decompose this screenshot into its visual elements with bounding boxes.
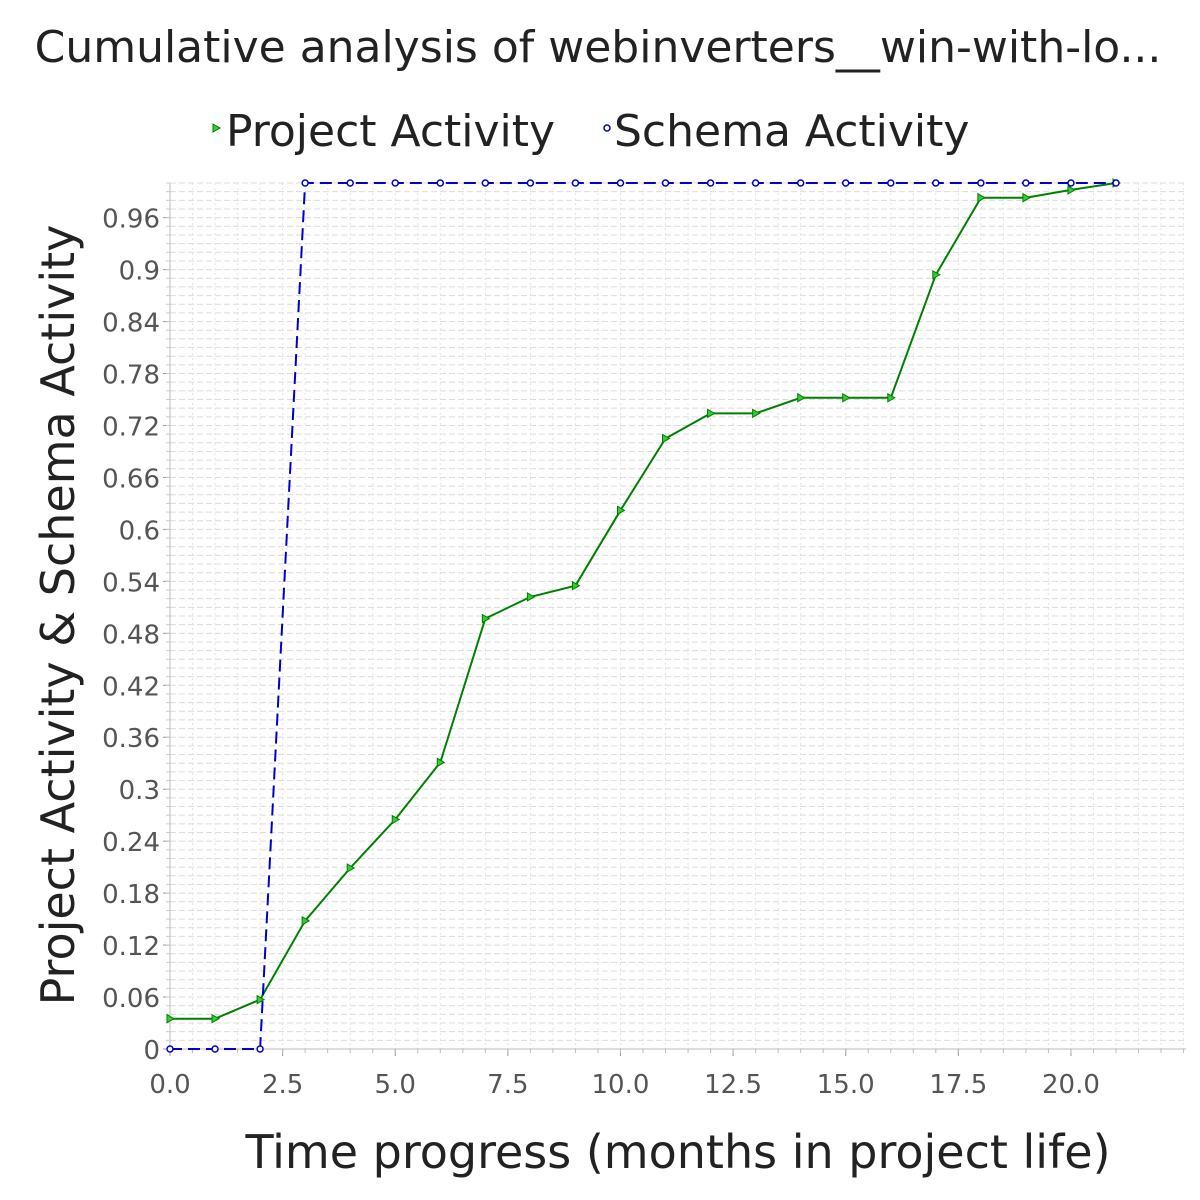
series-line [170, 182, 1117, 1020]
data-point [1067, 179, 1075, 187]
data-point [616, 179, 625, 187]
y-tick-label: 0.72 [102, 412, 160, 442]
data-point [166, 1045, 174, 1053]
legend: Project Activity Schema Activity [212, 106, 969, 157]
data-point [662, 433, 671, 444]
y-tick-label: 0.78 [102, 361, 160, 391]
data-point [436, 757, 446, 768]
data-point [211, 1013, 221, 1024]
data-point [256, 1045, 264, 1053]
legend-marker-schema-activity [603, 124, 611, 132]
y-tick-label: 0.96 [102, 205, 160, 235]
x-tick-label: 2.5 [262, 1070, 303, 1100]
x-tick-label: 0.0 [149, 1070, 190, 1100]
data-point [1022, 192, 1031, 203]
x-tick-label: 15.0 [817, 1070, 875, 1100]
data-point [526, 592, 536, 602]
data-point [256, 994, 266, 1005]
data-point [616, 505, 626, 516]
data-point [481, 613, 491, 624]
x-tick-label: 12.5 [704, 1070, 762, 1100]
data-point [977, 179, 985, 187]
legend-label-project-activity: Project Activity [226, 106, 555, 157]
x-axis-label: Time progress (months in project life) [244, 1125, 1110, 1179]
data-point [346, 863, 356, 873]
series-project-activity [166, 178, 1122, 1024]
y-tick-label: 0 [143, 1036, 160, 1066]
legend-marker-project-activity [212, 123, 222, 133]
data-point [841, 179, 850, 187]
y-tick-label: 0.9 [119, 257, 160, 287]
data-point [571, 580, 581, 591]
x-tick-label: 7.5 [487, 1070, 528, 1100]
y-ticks: 0 0.06 0.12 0.18 0.24 0.3 0.36 0.42 0.48 0.54 0.6 0… [102, 182, 170, 1066]
y-tick-label: 0.48 [102, 620, 160, 650]
y-tick-label: 0.06 [102, 984, 160, 1014]
data-point [751, 179, 760, 187]
data-point [797, 392, 806, 403]
x-tick-label: 20.0 [1042, 1070, 1100, 1100]
data-point [481, 179, 490, 187]
data-point [301, 915, 311, 926]
series-line [170, 182, 1116, 1050]
data-point [346, 179, 354, 187]
y-axis-label: Project Activity & Schema Activity [31, 225, 85, 1006]
y-tick-label: 0.12 [102, 932, 160, 962]
data-point [887, 392, 896, 403]
data-point [391, 179, 399, 187]
data-point [887, 179, 895, 187]
data-point [1022, 179, 1030, 187]
chart-title: Cumulative analysis of webinverters__win… [35, 22, 1162, 73]
data-point [707, 408, 716, 419]
data-point [842, 392, 851, 403]
data-point [391, 814, 401, 825]
data-point [436, 179, 445, 187]
series-schema-activity [166, 179, 1120, 1053]
data-point [752, 408, 761, 419]
y-tick-label: 0.18 [102, 880, 160, 910]
y-tick-label: 0.3 [119, 776, 160, 806]
data-point [932, 179, 940, 187]
data-point [1112, 179, 1120, 187]
y-tick-label: 0.24 [102, 828, 160, 858]
data-point [661, 179, 670, 187]
data-point [932, 269, 941, 280]
x-tick-label: 17.5 [929, 1070, 987, 1100]
data-point [796, 179, 805, 187]
data-point [571, 179, 580, 187]
y-tick-label: 0.6 [119, 516, 160, 546]
x-tick-label: 10.0 [592, 1070, 650, 1100]
series-layer [166, 178, 1122, 1053]
grid [169, 182, 1186, 1050]
y-tick-label: 0.54 [102, 568, 160, 598]
y-tick-label: 0.84 [102, 309, 160, 339]
x-tick-label: 5.0 [375, 1070, 416, 1100]
data-point [1067, 185, 1076, 195]
legend-label-schema-activity: Schema Activity [614, 106, 969, 157]
data-point [301, 179, 309, 187]
data-point [211, 1045, 219, 1053]
data-point [706, 179, 715, 187]
x-ticks: 0.0 2.5 5.0 7.5 10.0 12.5 15.0 17.5 20.0 [149, 1049, 1185, 1100]
y-tick-label: 0.42 [102, 672, 160, 702]
y-tick-label: 0.66 [102, 464, 160, 494]
data-point [977, 192, 986, 203]
data-point [166, 1013, 176, 1024]
y-tick-label: 0.36 [102, 724, 160, 754]
data-point [526, 179, 535, 187]
